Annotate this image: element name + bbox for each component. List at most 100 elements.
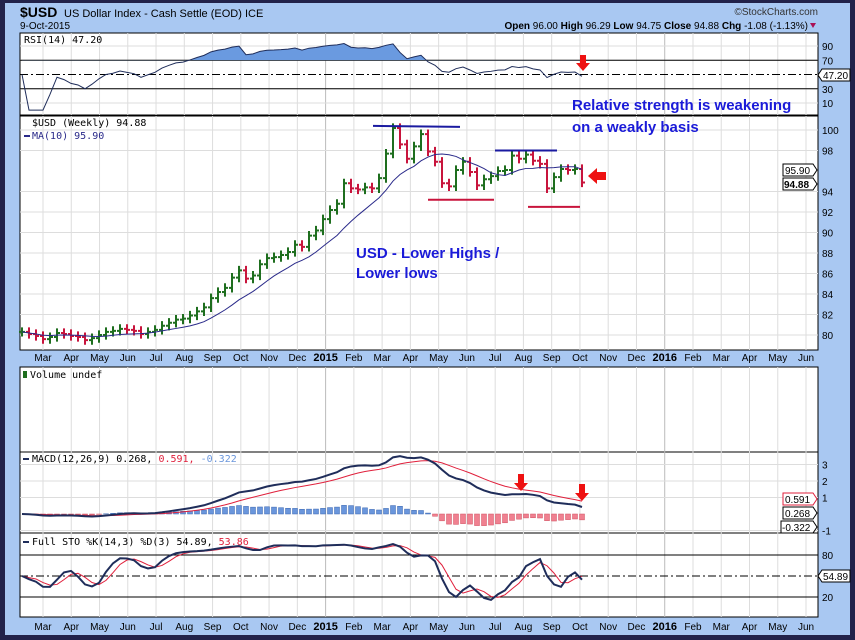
price-bar	[495, 166, 501, 181]
price-bar	[418, 129, 424, 152]
month-label: Jul	[489, 622, 502, 633]
macd-histogram-bar	[383, 508, 389, 515]
down-triangle-icon	[810, 23, 816, 28]
price-bar	[537, 156, 543, 169]
ma-value-tag: 95.90	[782, 163, 818, 177]
month-label: Jun	[459, 353, 475, 364]
price-bar	[243, 265, 249, 284]
price-bar	[411, 141, 417, 164]
axis-tick-label: 10	[822, 99, 834, 110]
rsi-label: RSI(14) 47.20	[24, 35, 102, 46]
macd-histogram-bar	[341, 505, 347, 515]
month-label: Feb	[345, 622, 363, 633]
price-bar	[222, 283, 228, 297]
macd-histogram-bar	[271, 506, 277, 515]
axis-tick-label: 98	[822, 147, 834, 158]
price-label: $USD (Weekly) 94.88	[32, 118, 146, 129]
price-bar	[488, 171, 494, 184]
svg-text:0.591: 0.591	[785, 495, 810, 506]
month-label: May	[90, 622, 109, 633]
price-bar	[40, 331, 46, 344]
axis-tick-label: 88	[822, 249, 834, 260]
axis-tick-label: 86	[822, 270, 834, 281]
axis-tick-label: 82	[822, 311, 834, 322]
price-bar	[425, 129, 431, 157]
month-label: Sep	[543, 622, 561, 633]
month-label: Oct	[572, 353, 588, 364]
month-label: Aug	[515, 622, 533, 633]
sto-d-value: 53.86	[219, 537, 249, 548]
macd-histogram-bar	[355, 506, 361, 515]
svg-text:54.89: 54.89	[823, 572, 848, 583]
axis-tick-label: 30	[822, 85, 834, 96]
macd-histogram-bar	[425, 512, 431, 515]
month-label: Dec	[628, 353, 646, 364]
macd-value-tag: 0.268	[782, 506, 818, 520]
price-bar	[250, 270, 256, 284]
price-bar	[572, 164, 578, 175]
axes: Mar Mar Apr Apr May May Jun Jun Jul Jul Aug Aug Sep S…	[34, 42, 839, 633]
close-label: Close	[664, 21, 692, 32]
price-bar	[355, 183, 361, 195]
axis-tick-label: 1	[822, 494, 828, 505]
price-bar	[117, 324, 123, 336]
macd-histogram-bar	[82, 513, 88, 516]
month-label: Nov	[599, 353, 617, 364]
price-bar	[362, 182, 368, 195]
svg-text:95.90: 95.90	[785, 166, 810, 177]
month-label: May	[768, 622, 787, 633]
price-bar	[348, 178, 354, 194]
price-bar	[313, 225, 319, 241]
month-label: Mar	[34, 622, 52, 633]
price-bar	[229, 272, 235, 293]
macd-histogram-bar	[236, 505, 242, 515]
month-label: Sep	[204, 622, 222, 633]
macd-histogram-bar	[523, 513, 529, 519]
price-bar	[390, 123, 396, 159]
macd-histogram-bar	[390, 505, 396, 515]
month-label: Oct	[233, 622, 249, 633]
price-bar	[327, 205, 333, 224]
high-label: High	[561, 21, 583, 32]
month-label: May	[90, 353, 109, 364]
macd-histogram-bar	[460, 513, 466, 524]
sto-value-tag: 54.89	[817, 569, 851, 583]
axis-tick-label: 70	[822, 56, 834, 67]
volume-label: Volume undef	[30, 370, 102, 381]
macd-arrow-icon-2	[575, 484, 589, 501]
axis-tick-label: 2	[822, 477, 828, 488]
month-label: Jun	[120, 353, 136, 364]
price-bar	[61, 328, 67, 339]
month-label: May	[429, 622, 448, 633]
svg-text:94.88: 94.88	[784, 180, 809, 191]
macd-histogram-bar	[453, 513, 459, 525]
rsi-panel	[19, 32, 819, 116]
macd-legend-swatch	[23, 458, 29, 460]
macd-histogram-bar	[439, 513, 445, 522]
macd-histogram-bar	[320, 508, 326, 515]
low-value: 94.75	[636, 21, 661, 32]
macd-histogram-bar	[362, 507, 368, 515]
volume-panel	[19, 366, 819, 453]
price-bar	[369, 182, 375, 194]
macd-histogram-bar	[481, 513, 487, 526]
price-bar	[82, 332, 88, 345]
month-label: Feb	[684, 622, 702, 633]
month-label: Aug	[175, 353, 193, 364]
month-label: 2016	[652, 352, 676, 364]
month-label: Sep	[543, 353, 561, 364]
macd-value: MACD(12,26,9) 0.268,	[32, 454, 152, 465]
price-bar	[173, 315, 179, 328]
price-bar	[453, 165, 459, 191]
month-label: Dec	[288, 622, 306, 633]
price-bar	[432, 146, 438, 167]
high-value: 96.29	[586, 21, 611, 32]
month-label: Mar	[713, 353, 731, 364]
macd-histogram-bar	[404, 508, 410, 515]
month-label: Sep	[204, 353, 222, 364]
price-bar	[264, 253, 270, 269]
price-bar	[159, 321, 165, 335]
macd-histogram-bar	[250, 506, 256, 515]
macd-histogram-bar	[509, 513, 515, 521]
month-label: May	[429, 353, 448, 364]
